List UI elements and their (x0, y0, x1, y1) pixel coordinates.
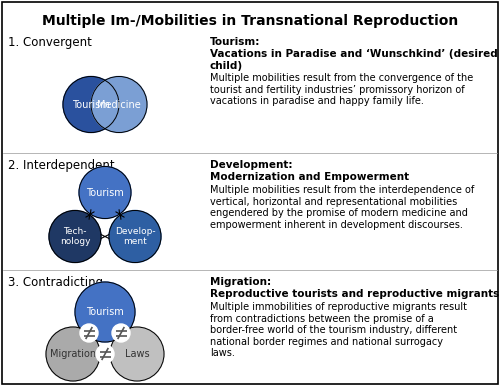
Text: Tourism: Tourism (72, 100, 110, 110)
Text: Multiple immobilities of reproductive migrants result
from contradictions betwee: Multiple immobilities of reproductive mi… (210, 302, 467, 358)
Text: Develop-
ment: Develop- ment (114, 227, 156, 246)
Text: Migration:: Migration: (210, 277, 271, 287)
Circle shape (79, 166, 131, 218)
Circle shape (63, 76, 119, 132)
Circle shape (96, 345, 114, 363)
Circle shape (110, 327, 164, 381)
Text: Tech-
nology: Tech- nology (60, 227, 90, 246)
Circle shape (46, 327, 100, 381)
Text: 2. Interdependent: 2. Interdependent (8, 159, 115, 172)
Text: Multiple mobilities result from the interdependence of
vertical, horizontal and : Multiple mobilities result from the inte… (210, 185, 474, 230)
Text: Multiple Im-/Mobilities in Transnational Reproduction: Multiple Im-/Mobilities in Transnational… (42, 14, 458, 28)
Circle shape (80, 324, 98, 342)
Circle shape (49, 210, 101, 262)
Text: Development:: Development: (210, 160, 292, 170)
Text: Tourism: Tourism (86, 307, 124, 317)
Text: Medicine: Medicine (97, 100, 141, 110)
Text: Reproductive tourists and reproductive migrants: Reproductive tourists and reproductive m… (210, 289, 499, 299)
Circle shape (91, 76, 147, 132)
Circle shape (109, 210, 161, 262)
Text: Vacations in Paradise and ‘Wunschkind’ (desired
child): Vacations in Paradise and ‘Wunschkind’ (… (210, 49, 498, 71)
Text: Laws: Laws (124, 349, 150, 359)
Text: Tourism: Tourism (86, 188, 124, 198)
Text: Multiple mobilities result from the convergence of the
tourist and fertility ind: Multiple mobilities result from the conv… (210, 73, 473, 106)
Text: 1. Convergent: 1. Convergent (8, 36, 92, 49)
Text: 3. Contradicting: 3. Contradicting (8, 276, 103, 289)
Text: Tourism:: Tourism: (210, 37, 260, 47)
Circle shape (112, 324, 130, 342)
Text: Migration: Migration (50, 349, 96, 359)
Circle shape (75, 282, 135, 342)
Text: Modernization and Empowerment: Modernization and Empowerment (210, 172, 409, 182)
